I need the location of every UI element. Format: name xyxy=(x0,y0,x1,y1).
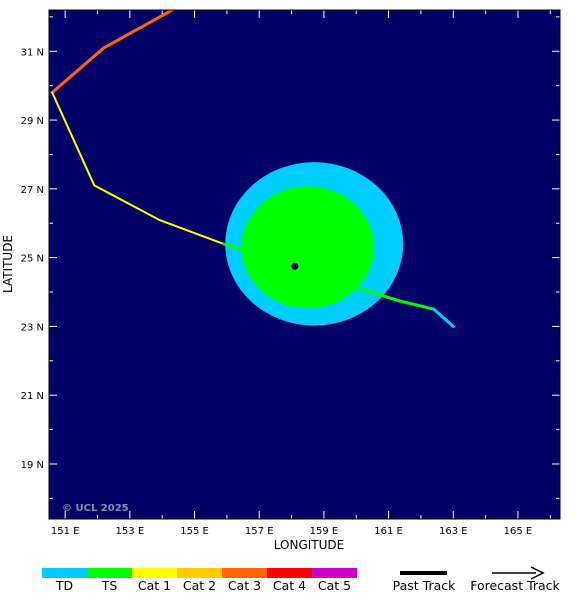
legend-swatch-cat-3 xyxy=(222,568,267,578)
legend-swatch-ts xyxy=(87,568,132,578)
track-segment-cat-3 xyxy=(50,10,176,94)
legend-label-cat-3: Cat 3 xyxy=(228,578,261,593)
legend-swatch-td xyxy=(42,568,87,578)
legend-swatch-cat-2 xyxy=(177,568,222,578)
legend-label-td: TD xyxy=(55,578,73,593)
storm-center-dot xyxy=(291,262,299,270)
forecast-track-label: Forecast Track xyxy=(470,578,560,593)
legend-swatch-cat-4 xyxy=(267,568,312,578)
legend-label-cat-2: Cat 2 xyxy=(183,578,216,593)
legend-swatch-cat-5 xyxy=(312,568,357,578)
map-frame xyxy=(48,9,561,520)
lon-tick-label: 165 E xyxy=(504,526,533,537)
lon-tick-label: 163 E xyxy=(439,526,468,537)
latitude-axis-title: LATITUDE xyxy=(1,235,15,293)
lat-tick-label: 23 N xyxy=(21,322,44,333)
lon-tick-label: 151 E xyxy=(51,526,80,537)
forecast-track-legend: Forecast Track xyxy=(470,566,561,593)
legend-swatch-cat-1 xyxy=(132,568,177,578)
longitude-axis-title: LONGITUDE xyxy=(274,538,344,552)
lon-tick-label: 153 E xyxy=(116,526,145,537)
past-track-label: Past Track xyxy=(393,578,456,593)
lat-tick-label: 31 N xyxy=(21,47,44,58)
lat-tick-label: 19 N xyxy=(21,460,44,471)
axis-ticks xyxy=(49,10,560,519)
lat-tick-label: 21 N xyxy=(21,391,44,402)
lat-tick-label: 29 N xyxy=(21,116,44,127)
wind-field-layer xyxy=(225,162,404,326)
lat-tick-label: 27 N xyxy=(21,185,44,196)
copyright-notice: © UCL 2025 xyxy=(62,503,129,514)
lon-tick-label: 155 E xyxy=(180,526,209,537)
lon-tick-label: 157 E xyxy=(245,526,274,537)
wind-field-ts xyxy=(241,186,375,309)
track-segment-ts xyxy=(222,242,436,311)
track-segment-td xyxy=(432,307,455,328)
legend-label-cat-5: Cat 5 xyxy=(318,578,351,593)
legend-label-cat-1: Cat 1 xyxy=(138,578,171,593)
lon-tick-label: 161 E xyxy=(374,526,403,537)
longitude-tick-labels: 151 E 153 E 155 E 157 E 159 E 161 E 163 E 165 E xyxy=(51,526,532,537)
lon-tick-label: 159 E xyxy=(310,526,339,537)
category-legend: TD TS Cat 1 Cat 2 Cat 3 Cat 4 Cat 5 xyxy=(42,568,357,593)
legend-label-cat-4: Cat 4 xyxy=(273,578,306,593)
arrow-icon xyxy=(530,566,545,580)
latitude-tick-labels: 19 N 21 N 23 N 25 N 27 N 29 N 31 N xyxy=(21,47,44,471)
lat-tick-label: 25 N xyxy=(21,254,44,265)
past-track-legend: Past Track xyxy=(393,571,456,593)
legend-label-ts: TS xyxy=(101,578,118,593)
storm-center-marker xyxy=(291,262,299,270)
